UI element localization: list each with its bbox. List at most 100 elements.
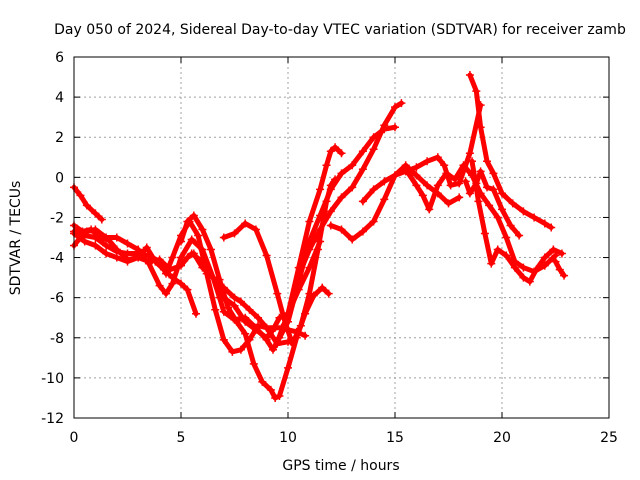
series-trace (71, 184, 105, 222)
data-point (273, 289, 282, 298)
data-point (555, 265, 564, 274)
data-point (418, 191, 427, 200)
series-track-1 (70, 183, 106, 224)
data-point (271, 393, 280, 402)
data-point (155, 281, 164, 290)
data-point (508, 199, 517, 208)
data-point (262, 323, 271, 332)
data-point (337, 149, 346, 158)
data-point (510, 263, 519, 272)
data-point (91, 233, 100, 242)
series-trace (221, 176, 338, 347)
x-tick-label: 25 (600, 430, 618, 446)
data-point (423, 157, 432, 166)
data-point (305, 217, 314, 226)
data-point (551, 257, 560, 266)
data-point (485, 201, 494, 210)
data-point (236, 297, 245, 306)
y-tick-label: 6 (55, 50, 64, 66)
data-point (369, 217, 378, 226)
data-point (198, 257, 207, 266)
data-point (331, 175, 340, 184)
data-point (369, 145, 378, 154)
data-point (326, 181, 335, 190)
data-point (198, 225, 207, 234)
chart-title: Day 050 of 2024, Sidereal Day-to-day VTE… (54, 22, 626, 38)
data-point (444, 199, 453, 208)
data-point (391, 171, 399, 180)
data-point (483, 157, 492, 166)
data-point (123, 249, 132, 258)
data-point (194, 231, 203, 240)
data-point (112, 247, 121, 256)
data-point (519, 263, 528, 272)
data-point (215, 293, 224, 302)
data-point (80, 231, 89, 240)
data-point (331, 143, 340, 152)
data-point (305, 289, 314, 298)
data-point (144, 259, 153, 268)
data-point (433, 153, 442, 162)
data-point (189, 211, 198, 220)
data-point (112, 233, 121, 242)
x-tick-label: 0 (70, 430, 79, 446)
data-point (391, 103, 399, 112)
data-point (465, 149, 474, 158)
data-point (348, 183, 357, 192)
data-point (502, 251, 511, 260)
data-point (142, 243, 151, 252)
data-point (358, 197, 367, 206)
data-point (183, 217, 192, 226)
data-point (480, 229, 489, 238)
data-point (91, 209, 100, 218)
data-point (442, 169, 451, 178)
data-point (284, 309, 292, 318)
data-point (446, 181, 455, 190)
data-point (540, 253, 549, 262)
data-point (465, 189, 474, 198)
data-point (322, 197, 331, 206)
data-point (168, 279, 177, 288)
data-point (230, 229, 239, 238)
y-tick-label: -4 (50, 251, 64, 267)
data-point (177, 253, 185, 262)
data-point (251, 323, 260, 332)
data-point (540, 219, 549, 228)
data-point (412, 163, 421, 172)
data-point (316, 185, 325, 194)
data-point (530, 213, 539, 222)
data-point (502, 233, 511, 242)
data-point (230, 315, 239, 324)
data-series (70, 71, 569, 402)
data-point (493, 213, 502, 222)
data-point (284, 363, 292, 372)
data-point (519, 207, 528, 216)
data-point (183, 285, 192, 294)
plot-frame (73, 56, 610, 419)
series-track-12 (358, 101, 485, 206)
data-point (498, 205, 506, 214)
data-point (209, 273, 218, 282)
data-point (474, 197, 483, 206)
data-point (412, 171, 421, 180)
data-point (91, 225, 100, 234)
data-point (313, 245, 322, 254)
data-point (162, 289, 171, 298)
data-point (228, 347, 237, 356)
data-point (324, 289, 333, 298)
data-point (249, 359, 258, 368)
data-point (245, 305, 254, 314)
data-point (326, 147, 335, 156)
data-point (168, 253, 177, 262)
data-point (258, 377, 267, 386)
data-point (369, 185, 378, 194)
data-point (241, 313, 250, 322)
data-point (206, 245, 215, 254)
data-point (241, 219, 250, 228)
series-track-10 (294, 99, 406, 280)
data-point (549, 245, 558, 254)
data-point (476, 123, 485, 132)
data-point (459, 161, 468, 170)
data-point (236, 345, 245, 354)
data-point (560, 271, 569, 280)
